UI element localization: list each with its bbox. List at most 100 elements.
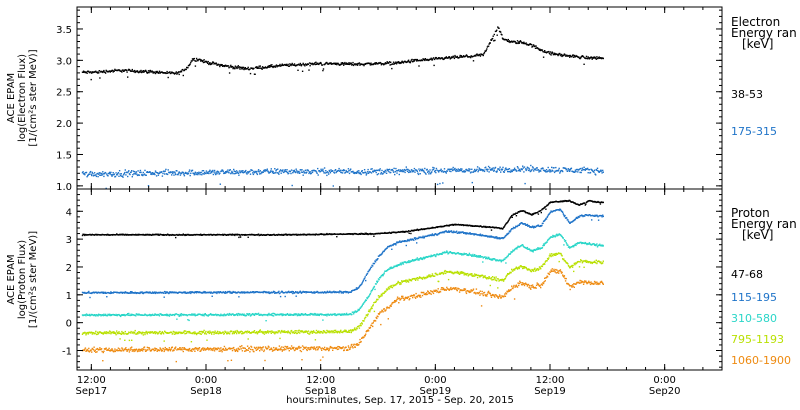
data-point bbox=[456, 56, 458, 58]
data-point bbox=[154, 313, 157, 315]
data-point bbox=[545, 208, 547, 210]
data-point bbox=[142, 174, 144, 177]
data-point bbox=[454, 54, 456, 57]
data-point bbox=[356, 63, 358, 65]
data-point bbox=[185, 68, 187, 71]
data-point bbox=[188, 169, 191, 171]
data-point bbox=[195, 291, 197, 293]
data-point bbox=[95, 175, 98, 178]
data-point bbox=[289, 313, 291, 315]
data-point bbox=[334, 63, 337, 65]
data-point bbox=[247, 172, 249, 174]
data-point bbox=[89, 296, 91, 299]
data-point bbox=[348, 63, 351, 66]
data-point bbox=[142, 171, 144, 174]
data-point bbox=[589, 214, 591, 216]
data-point bbox=[392, 171, 395, 173]
data-point bbox=[458, 231, 460, 233]
data-point bbox=[530, 170, 533, 172]
data-point bbox=[340, 290, 342, 293]
data-point bbox=[285, 233, 288, 236]
data-point bbox=[559, 208, 562, 211]
data-point bbox=[261, 66, 264, 68]
data-point bbox=[238, 66, 241, 68]
data-point bbox=[394, 62, 396, 64]
data-point bbox=[323, 291, 325, 294]
data-point bbox=[215, 291, 217, 293]
data-point bbox=[380, 64, 383, 66]
data-point bbox=[515, 169, 517, 171]
data-point bbox=[405, 240, 407, 242]
data-point bbox=[193, 313, 195, 315]
data-point bbox=[461, 168, 463, 170]
data-point bbox=[597, 219, 600, 221]
data-point bbox=[253, 330, 255, 333]
data-point bbox=[501, 37, 504, 39]
data-point bbox=[524, 223, 526, 225]
data-point bbox=[202, 61, 205, 64]
data-point bbox=[177, 71, 180, 73]
data-point bbox=[197, 173, 199, 176]
data-point bbox=[81, 333, 84, 335]
data-point bbox=[89, 314, 92, 317]
data-point bbox=[326, 171, 329, 173]
data-point bbox=[330, 330, 333, 332]
data-point bbox=[453, 56, 455, 58]
data-point bbox=[164, 290, 166, 293]
data-point bbox=[236, 329, 238, 332]
data-point bbox=[418, 259, 420, 261]
data-point bbox=[314, 62, 316, 64]
data-point bbox=[355, 288, 357, 291]
data-point bbox=[208, 332, 210, 335]
data-point bbox=[186, 314, 188, 317]
data-point bbox=[542, 245, 544, 247]
data-point bbox=[281, 329, 283, 332]
data-point bbox=[199, 173, 201, 176]
data-point bbox=[108, 332, 110, 335]
data-point bbox=[390, 171, 392, 174]
data-point bbox=[447, 252, 450, 255]
data-point bbox=[474, 254, 476, 256]
data-point bbox=[531, 249, 534, 252]
data-point bbox=[430, 57, 432, 59]
data-point bbox=[392, 266, 395, 269]
data-point bbox=[97, 333, 99, 335]
data-point bbox=[268, 66, 270, 68]
data-point bbox=[95, 70, 97, 72]
data-point bbox=[183, 330, 186, 332]
data-point bbox=[324, 172, 326, 174]
data-point bbox=[279, 170, 281, 172]
data-point bbox=[436, 169, 438, 171]
data-point bbox=[574, 171, 576, 173]
data-point bbox=[288, 290, 290, 293]
data-point bbox=[218, 64, 220, 66]
data-point bbox=[113, 173, 115, 175]
data-point bbox=[297, 313, 300, 315]
data-point bbox=[179, 172, 181, 174]
data-point bbox=[211, 63, 213, 65]
data-point bbox=[279, 63, 281, 66]
data-point bbox=[95, 174, 97, 176]
data-point bbox=[301, 313, 304, 315]
data-point bbox=[486, 170, 489, 172]
data-point bbox=[364, 300, 366, 302]
data-point bbox=[371, 168, 373, 170]
data-point bbox=[268, 312, 270, 315]
data-point bbox=[451, 252, 453, 254]
data-point bbox=[504, 225, 506, 227]
data-point bbox=[133, 69, 136, 72]
data-point bbox=[320, 168, 322, 170]
data-point bbox=[445, 56, 447, 58]
data-point bbox=[512, 228, 514, 230]
data-point bbox=[560, 209, 562, 212]
data-point bbox=[406, 239, 409, 242]
data-point bbox=[226, 291, 228, 294]
data-point bbox=[585, 57, 587, 60]
data-point bbox=[171, 331, 173, 334]
data-point bbox=[284, 313, 286, 316]
data-point bbox=[373, 286, 375, 288]
data-point bbox=[359, 64, 361, 66]
data-point bbox=[178, 171, 180, 173]
data-point bbox=[253, 170, 255, 173]
data-point bbox=[589, 57, 592, 59]
